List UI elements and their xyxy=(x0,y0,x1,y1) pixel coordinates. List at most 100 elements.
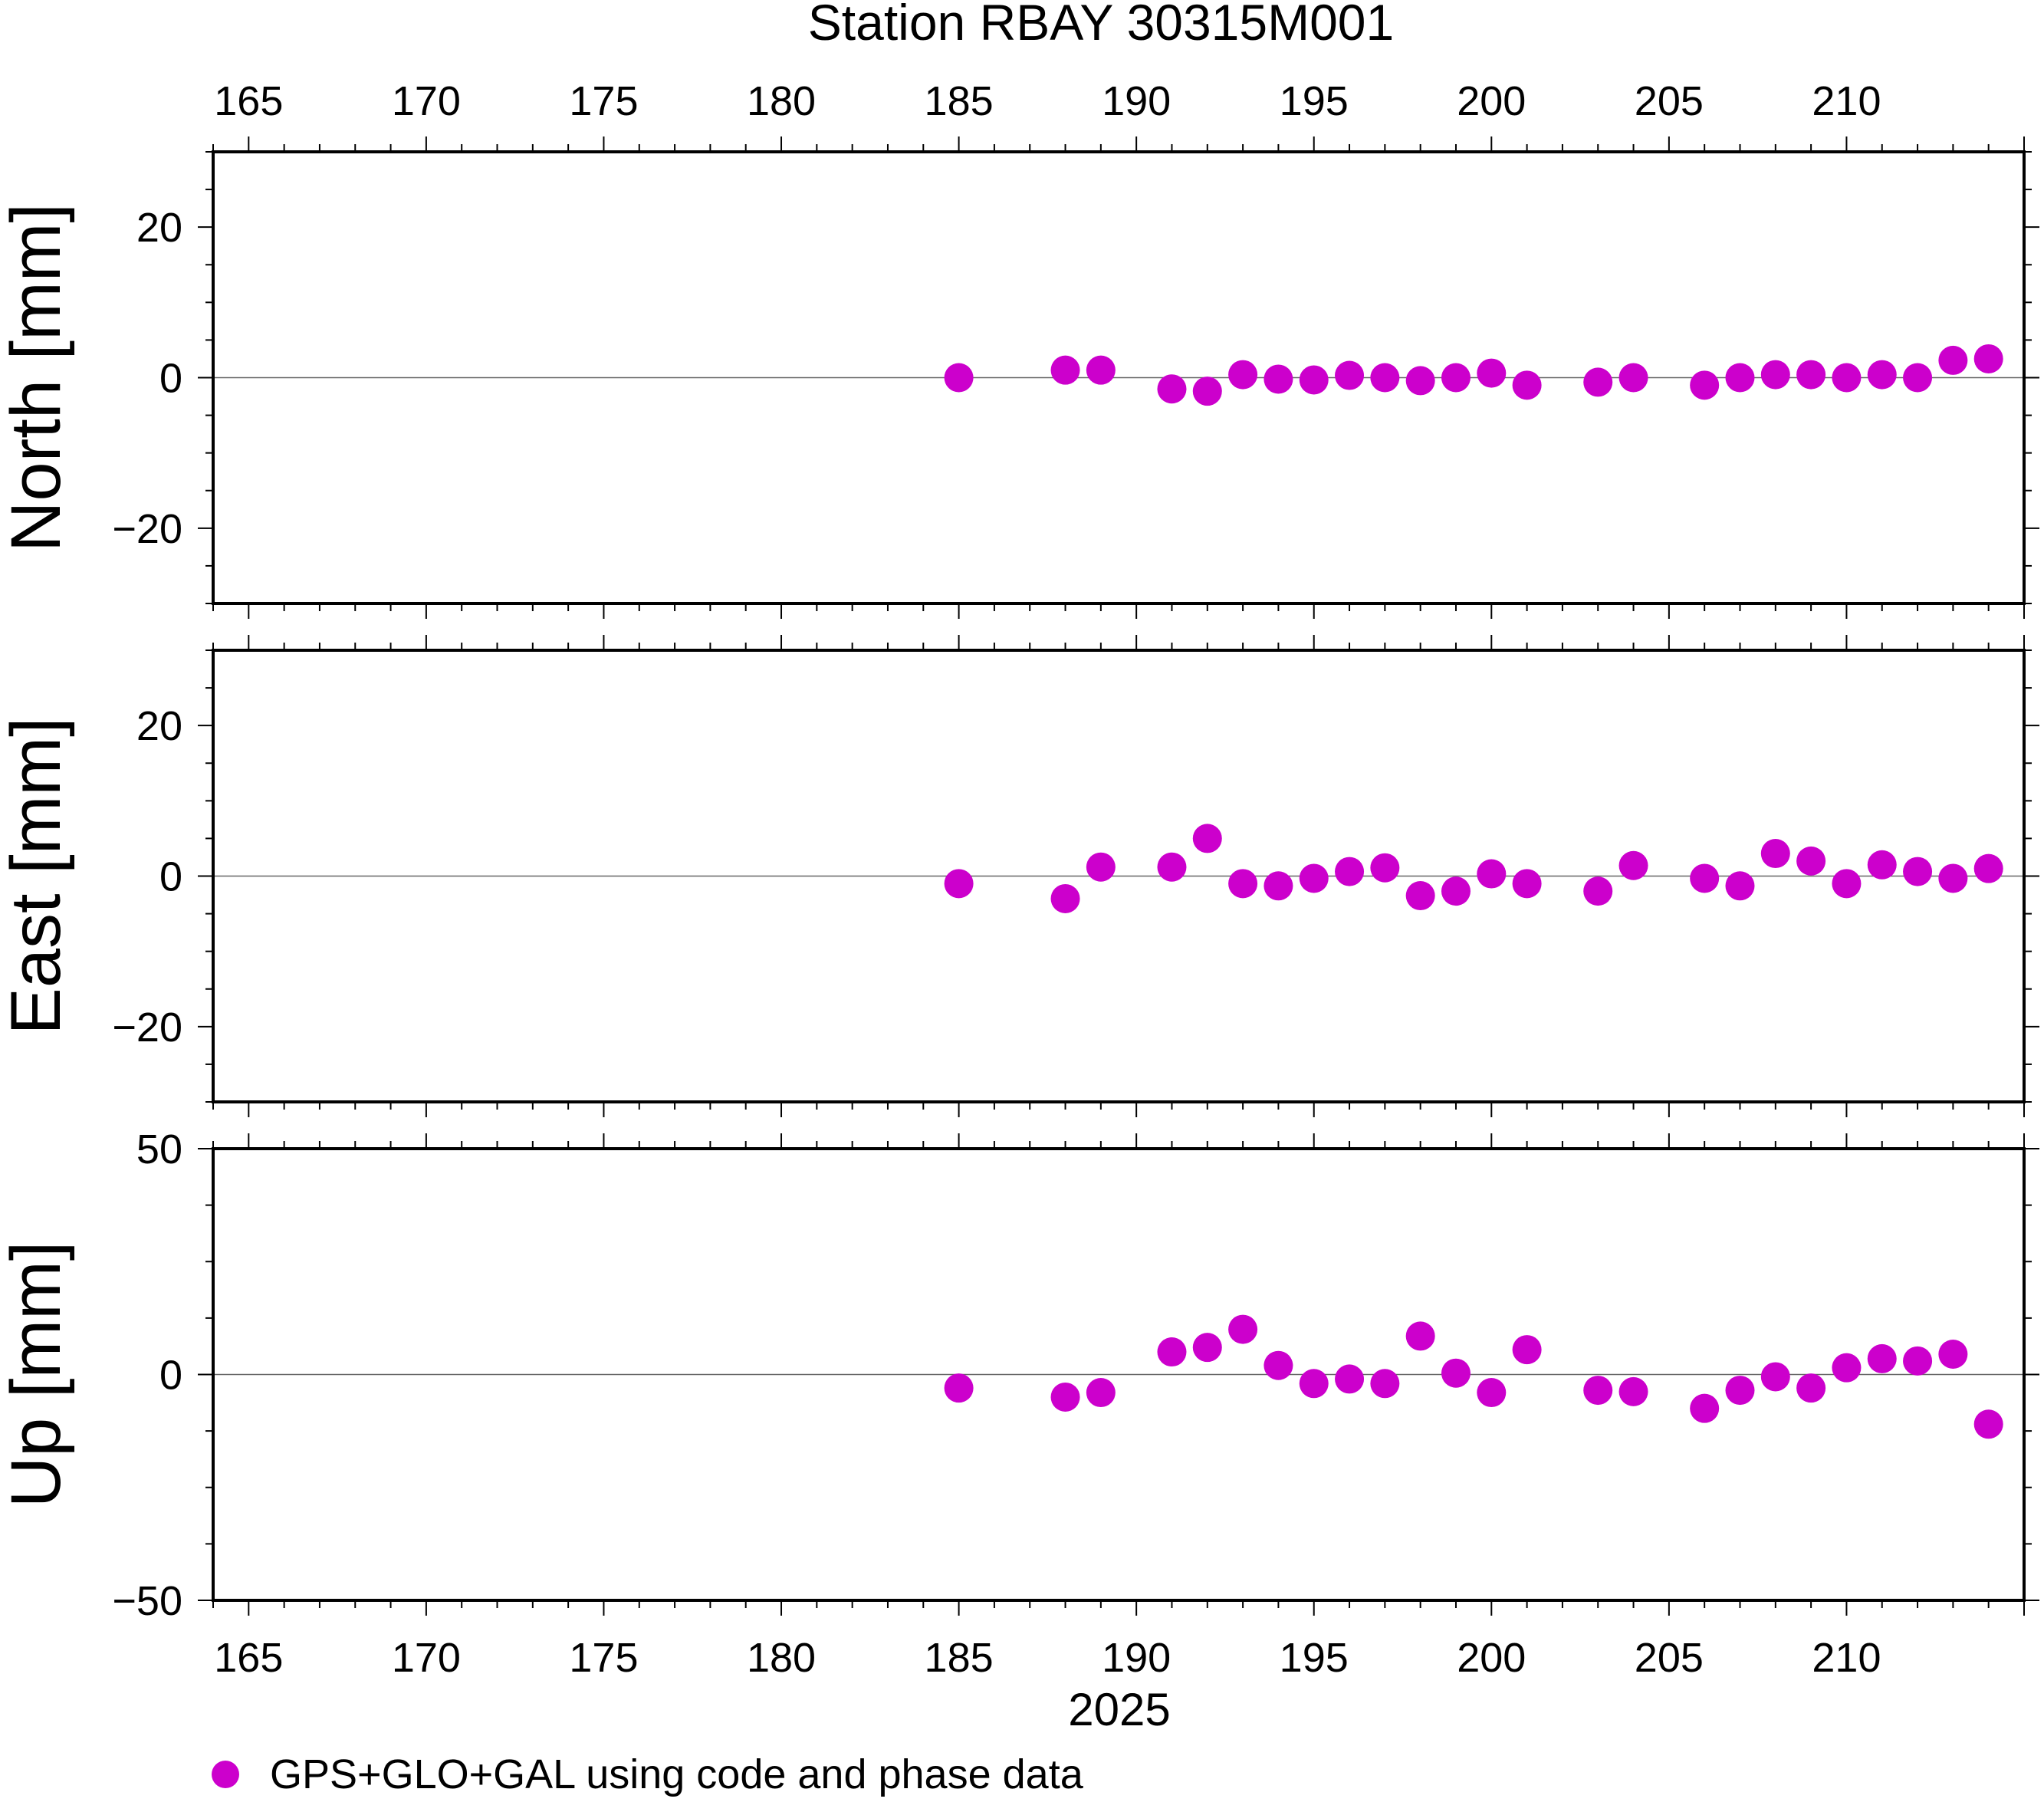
east-ytick-label: 20 xyxy=(136,703,182,749)
north-point xyxy=(1796,360,1826,390)
east-point xyxy=(1867,850,1897,880)
up-point xyxy=(1618,1376,1648,1406)
up-point xyxy=(1867,1343,1897,1373)
north-ytick-label: −20 xyxy=(112,506,182,552)
x-tick-label-bottom: 195 xyxy=(1280,1635,1349,1681)
up-point xyxy=(1938,1339,1968,1369)
east-point xyxy=(1832,869,1862,899)
x-tick-label-top: 175 xyxy=(569,78,638,124)
north-point xyxy=(1973,344,2003,373)
north-ylabel: North [mm] xyxy=(0,203,75,552)
legend-label: GPS+GLO+GAL using code and phase data xyxy=(270,1751,1084,1797)
north-point xyxy=(1299,365,1329,395)
legend-marker xyxy=(212,1761,239,1788)
up-point xyxy=(1832,1353,1862,1383)
up-point xyxy=(1725,1376,1755,1406)
north-point xyxy=(1760,360,1790,390)
x-tick-label-bottom: 165 xyxy=(214,1635,283,1681)
north-point xyxy=(1477,358,1507,388)
east-ytick-label: 0 xyxy=(159,854,182,900)
east-ytick-label: −20 xyxy=(112,1005,182,1051)
north-point xyxy=(1050,355,1080,385)
north-point xyxy=(1690,370,1720,400)
north-point xyxy=(1832,363,1862,393)
up-point xyxy=(1050,1382,1080,1412)
panel-up: −50 0 50 Up [mm] xyxy=(0,1126,2039,1624)
north-point xyxy=(1938,345,1968,375)
east-point xyxy=(1264,871,1293,901)
panel-north: −20 0 20 North [mm] xyxy=(0,136,2039,619)
north-point xyxy=(1086,355,1116,385)
east-point xyxy=(1903,857,1933,886)
panels-layer: −20 0 20 North [mm] −20 0 20 East [mm] −50 0 50 Up … xyxy=(0,78,2039,1681)
east-point xyxy=(1973,853,2003,883)
up-point xyxy=(1335,1364,1365,1394)
east-point xyxy=(1405,881,1435,911)
up-ytick-label: 50 xyxy=(136,1126,182,1172)
up-point xyxy=(1405,1321,1435,1351)
north-point xyxy=(1370,363,1400,393)
east-point xyxy=(1583,876,1613,906)
east-point xyxy=(1477,859,1507,889)
x-tick-label-bottom: 175 xyxy=(569,1635,638,1681)
north-point xyxy=(1335,360,1365,390)
east-point xyxy=(1228,869,1258,899)
up-point xyxy=(1299,1369,1329,1399)
panel-east: −20 0 20 East [mm] xyxy=(0,635,2039,1117)
x-tick-label-top: 200 xyxy=(1457,78,1526,124)
up-ylabel: Up [mm] xyxy=(0,1241,75,1508)
x-tick-label-bottom: 190 xyxy=(1102,1635,1171,1681)
north-ytick-label: 20 xyxy=(136,205,182,251)
north-point xyxy=(1867,360,1897,390)
north-point xyxy=(1441,363,1471,393)
up-point xyxy=(1441,1358,1471,1388)
north-point xyxy=(1157,374,1187,404)
up-point xyxy=(944,1373,974,1403)
north-point xyxy=(1725,363,1755,393)
up-point xyxy=(1796,1373,1826,1403)
north-point xyxy=(944,363,974,393)
up-point xyxy=(1973,1409,2003,1439)
east-point xyxy=(944,869,974,899)
up-point xyxy=(1512,1335,1542,1365)
east-point xyxy=(1441,876,1471,906)
x-tick-label-top: 180 xyxy=(747,78,816,124)
up-point xyxy=(1903,1346,1933,1376)
east-point xyxy=(1370,853,1400,883)
north-point xyxy=(1903,363,1933,393)
x-tick-label-top: 210 xyxy=(1812,78,1881,124)
east-point xyxy=(1086,852,1116,882)
east-point xyxy=(1760,839,1790,869)
east-point xyxy=(1618,850,1648,880)
x-tick-label-top: 195 xyxy=(1280,78,1349,124)
up-point xyxy=(1157,1337,1187,1367)
up-point xyxy=(1228,1314,1258,1344)
x-tick-label-top: 185 xyxy=(925,78,994,124)
east-point xyxy=(1299,863,1329,893)
x-tick-label-bottom: 210 xyxy=(1812,1635,1881,1681)
east-point xyxy=(1512,869,1542,899)
north-point xyxy=(1512,370,1542,400)
x-axis-label: 2025 xyxy=(1068,1684,1170,1735)
east-point xyxy=(1725,871,1755,901)
north-point xyxy=(1405,366,1435,396)
up-point xyxy=(1192,1333,1222,1363)
x-tick-label-top: 205 xyxy=(1635,78,1704,124)
x-tick-label-bottom: 180 xyxy=(747,1635,816,1681)
east-point xyxy=(1192,824,1222,853)
north-point xyxy=(1228,360,1258,390)
east-point xyxy=(1335,857,1365,886)
east-point xyxy=(1796,846,1826,876)
x-tick-label-top: 170 xyxy=(392,78,461,124)
x-tick-label-top: 190 xyxy=(1102,78,1171,124)
north-point xyxy=(1264,364,1293,394)
east-ylabel: East [mm] xyxy=(0,717,75,1034)
up-ytick-label: −50 xyxy=(112,1578,182,1624)
up-ytick-label: 0 xyxy=(159,1353,182,1399)
north-point xyxy=(1618,363,1648,393)
up-point xyxy=(1370,1369,1400,1399)
east-point xyxy=(1157,852,1187,882)
up-point xyxy=(1086,1378,1116,1408)
up-point xyxy=(1690,1393,1720,1423)
north-point xyxy=(1583,367,1613,397)
